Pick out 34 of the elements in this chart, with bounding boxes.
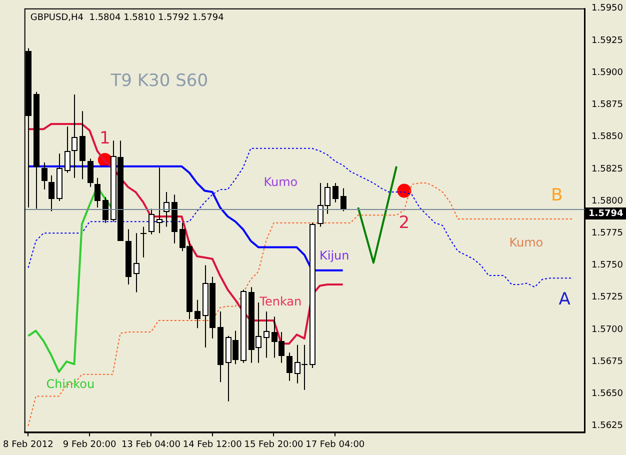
y-tick-label: 1.5950	[592, 4, 624, 14]
series-label: Tenkan	[258, 294, 302, 309]
y-tick-label: 1.5900	[592, 68, 624, 78]
y-tick-label: 1.5775	[592, 228, 624, 238]
x-tick-label: 9 Feb 20:00	[62, 440, 117, 450]
y-tick-label: 1.5925	[592, 36, 624, 46]
annotation: 1	[100, 128, 110, 148]
y-tick-label: 1.5850	[592, 132, 624, 142]
y-tick-label: 1.5625	[592, 421, 624, 432]
y-tick-label: 1.5875	[592, 100, 624, 110]
series-label: Chinkou	[46, 376, 95, 391]
candlestick	[140, 226, 147, 258]
y-tick-label: 1.5825	[592, 164, 624, 174]
y-tick-label: 1.5725	[592, 292, 624, 303]
series-label: B	[551, 185, 563, 206]
y-tick-label: 1.5650	[592, 389, 624, 400]
x-tick-label: 15 Feb 20:00	[244, 440, 304, 450]
x-tick-label: 17 Feb 04:00	[306, 440, 365, 450]
annotation: Kumo	[264, 175, 298, 190]
y-tick-label: 1.5750	[592, 260, 624, 271]
y-tick-label: 1.5700	[592, 324, 624, 335]
line-series	[28, 148, 574, 288]
annotation: Kumo	[509, 236, 544, 250]
series-label: Kijun	[319, 248, 350, 262]
annotation: T9 K30 S60	[110, 71, 208, 92]
x-tick-label: 13 Feb 04:00	[121, 440, 181, 450]
text: GBPUSD,H4 1.5804 1.5810 1.5792 1.5794	[30, 13, 224, 24]
x-tick-label: 14 Feb 12:00	[182, 440, 242, 450]
y-tick-label: 1.5675	[592, 356, 624, 367]
x-tick-label: 8 Feb 2012	[3, 440, 54, 450]
y-tick-label: 1.5800	[592, 196, 624, 206]
annotation: 2	[398, 213, 410, 234]
ref-line-label: 1.5794	[588, 208, 624, 219]
series-label: A	[558, 289, 571, 310]
